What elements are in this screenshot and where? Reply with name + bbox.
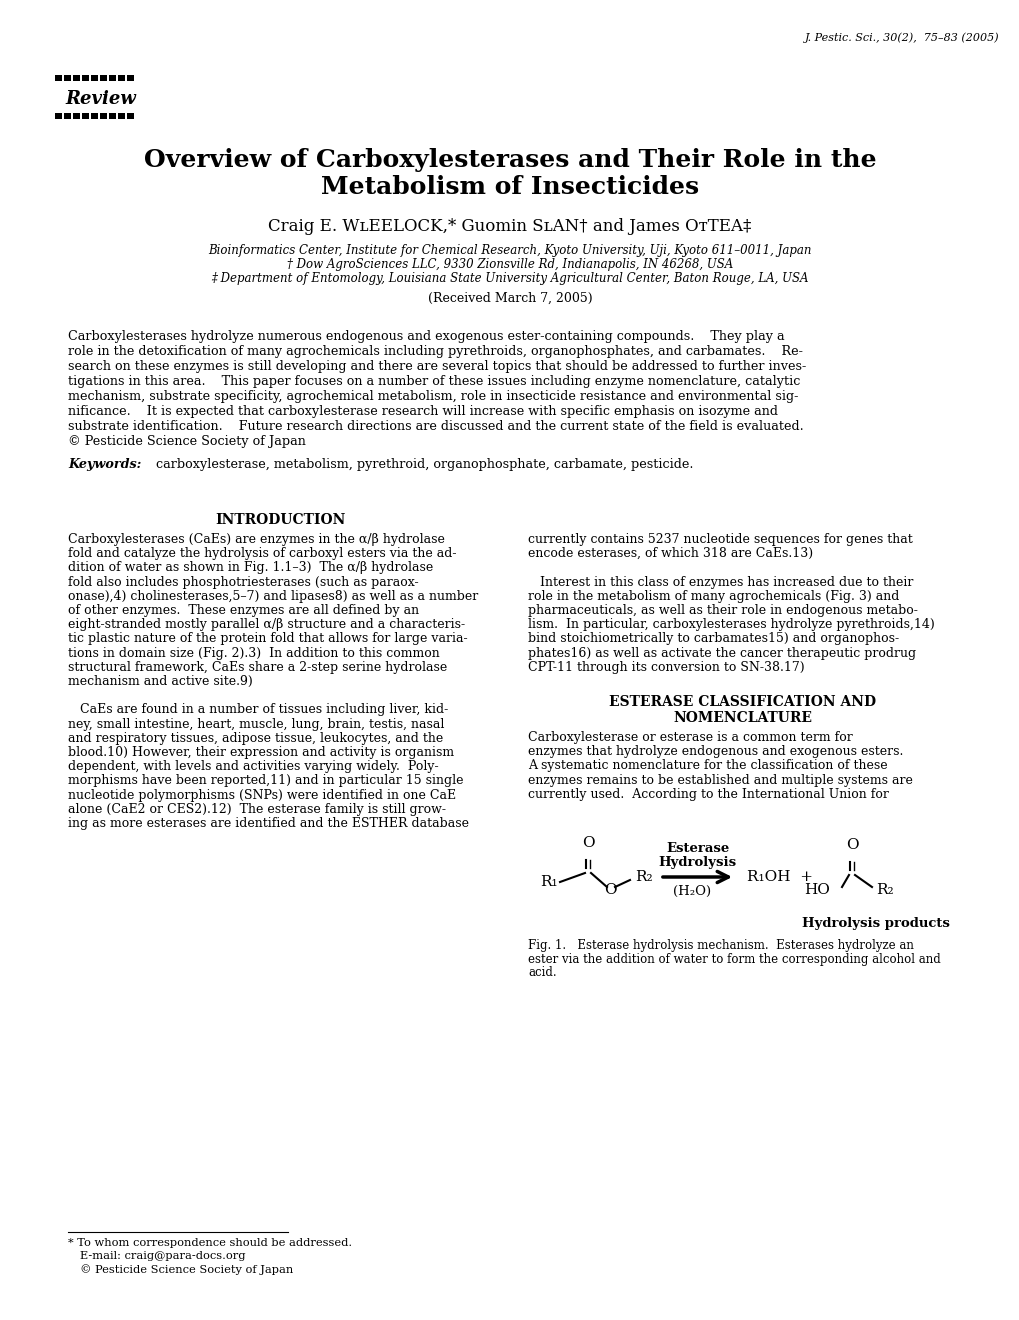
Text: J. Pestic. Sci., 30(2),  75–83 (2005): J. Pestic. Sci., 30(2), 75–83 (2005): [805, 32, 999, 42]
Bar: [73, 114, 79, 119]
Bar: [64, 75, 71, 81]
Bar: [100, 114, 107, 119]
Text: enzymes remains to be established and multiple systems are: enzymes remains to be established and mu…: [528, 774, 912, 787]
Text: R₁OH  +: R₁OH +: [746, 870, 812, 884]
Text: fold also includes phosphotriesterases (such as paraox-: fold also includes phosphotriesterases (…: [68, 576, 418, 589]
Text: ney, small intestine, heart, muscle, lung, brain, testis, nasal: ney, small intestine, heart, muscle, lun…: [68, 718, 444, 730]
Bar: [82, 114, 89, 119]
Text: tigations in this area.    This paper focuses on a number of these issues includ: tigations in this area. This paper focus…: [68, 375, 800, 388]
Bar: [55, 114, 62, 119]
Text: mechanism, substrate specificity, agrochemical metabolism, role in insecticide r: mechanism, substrate specificity, agroch…: [68, 389, 798, 403]
Text: pharmaceuticals, as well as their role in endogenous metabo-: pharmaceuticals, as well as their role i…: [528, 605, 917, 616]
Text: Interest in this class of enzymes has increased due to their: Interest in this class of enzymes has in…: [528, 576, 912, 589]
Text: E-mail: craig@para-docs.org: E-mail: craig@para-docs.org: [79, 1251, 246, 1261]
Text: O: O: [603, 883, 615, 898]
Bar: [109, 114, 116, 119]
Text: mechanism and active site.9): mechanism and active site.9): [68, 675, 253, 688]
Text: eight-stranded mostly parallel α/β structure and a characteris-: eight-stranded mostly parallel α/β struc…: [68, 618, 465, 631]
Text: ing as more esterases are identified and the ESTHER database: ing as more esterases are identified and…: [68, 817, 469, 830]
Bar: [127, 75, 133, 81]
Text: R₁: R₁: [540, 875, 557, 888]
Text: ESTERASE CLASSIFICATION AND: ESTERASE CLASSIFICATION AND: [608, 696, 875, 709]
Text: CaEs are found in a number of tissues including liver, kid-: CaEs are found in a number of tissues in…: [68, 704, 447, 717]
Text: ‡ Department of Entomology, Louisiana State University Agricultural Center, Bato: ‡ Department of Entomology, Louisiana St…: [211, 272, 808, 285]
Text: dition of water as shown in Fig. 1.1–3)  The α/β hydrolase: dition of water as shown in Fig. 1.1–3) …: [68, 561, 433, 574]
Text: search on these enzymes is still developing and there are several topics that sh: search on these enzymes is still develop…: [68, 360, 805, 374]
Bar: [55, 75, 62, 81]
Text: Carboxylesterases hydrolyze numerous endogenous and exogenous ester-containing c: Carboxylesterases hydrolyze numerous end…: [68, 330, 784, 343]
Bar: [118, 114, 125, 119]
Text: role in the metabolism of many agrochemicals (Fig. 3) and: role in the metabolism of many agrochemi…: [528, 590, 899, 603]
Text: structural framework, CaEs share a 2-step serine hydrolase: structural framework, CaEs share a 2-ste…: [68, 661, 446, 673]
Bar: [109, 75, 116, 81]
Text: phates16) as well as activate the cancer therapeutic prodrug: phates16) as well as activate the cancer…: [528, 647, 915, 660]
Text: acid.: acid.: [528, 966, 556, 979]
Text: A systematic nomenclature for the classification of these: A systematic nomenclature for the classi…: [528, 759, 887, 772]
Text: O: O: [581, 836, 594, 850]
Text: bind stoichiometrically to carbamates15) and organophos-: bind stoichiometrically to carbamates15)…: [528, 632, 898, 645]
Bar: [127, 114, 133, 119]
Text: Fig. 1.   Esterase hydrolysis mechanism.  Esterases hydrolyze an: Fig. 1. Esterase hydrolysis mechanism. E…: [528, 939, 913, 952]
Text: R₂: R₂: [875, 883, 893, 898]
Text: Overview of Carboxylesterases and Their Role in the: Overview of Carboxylesterases and Their …: [144, 148, 875, 172]
Text: Review: Review: [65, 90, 136, 108]
Bar: [118, 75, 125, 81]
Text: blood.10) However, their expression and activity is organism: blood.10) However, their expression and …: [68, 746, 453, 759]
Text: onase),4) cholinesterases,5–7) and lipases8) as well as a number: onase),4) cholinesterases,5–7) and lipas…: [68, 590, 478, 603]
Text: alone (CaE2 or CES2).12)  The esterase family is still grow-: alone (CaE2 or CES2).12) The esterase fa…: [68, 803, 445, 816]
Text: fold and catalyze the hydrolysis of carboxyl esters via the ad-: fold and catalyze the hydrolysis of carb…: [68, 548, 457, 560]
Text: nificance.    It is expected that carboxylesterase research will increase with s: nificance. It is expected that carboxyle…: [68, 405, 777, 418]
Text: † Dow AgroSciences LLC, 9330 Zionsville Rd, Indianapolis, IN 46268, USA: † Dow AgroSciences LLC, 9330 Zionsville …: [286, 257, 733, 271]
Text: role in the detoxification of many agrochemicals including pyrethroids, organoph: role in the detoxification of many agroc…: [68, 345, 802, 358]
Text: tions in domain size (Fig. 2).3)  In addition to this common: tions in domain size (Fig. 2).3) In addi…: [68, 647, 439, 660]
Text: CPT-11 through its conversion to SN-38.17): CPT-11 through its conversion to SN-38.1…: [528, 661, 804, 673]
Text: Esterase: Esterase: [665, 842, 729, 855]
Text: dependent, with levels and activities varying widely.  Poly-: dependent, with levels and activities va…: [68, 760, 438, 774]
Text: currently contains 5237 nucleotide sequences for genes that: currently contains 5237 nucleotide seque…: [528, 533, 912, 546]
Text: ester via the addition of water to form the corresponding alcohol and: ester via the addition of water to form …: [528, 953, 940, 965]
Bar: [82, 75, 89, 81]
Text: nucleotide polymorphisms (SNPs) were identified in one CaE: nucleotide polymorphisms (SNPs) were ide…: [68, 788, 455, 801]
Text: INTRODUCTION: INTRODUCTION: [215, 513, 344, 527]
Text: enzymes that hydrolyze endogenous and exogenous esters.: enzymes that hydrolyze endogenous and ex…: [528, 746, 903, 758]
Text: (Received March 7, 2005): (Received March 7, 2005): [427, 292, 592, 305]
Text: Metabolism of Insecticides: Metabolism of Insecticides: [321, 176, 698, 199]
Bar: [73, 75, 79, 81]
Text: © Pesticide Science Society of Japan: © Pesticide Science Society of Japan: [68, 436, 306, 447]
Text: O: O: [845, 838, 857, 851]
Text: Hydrolysis: Hydrolysis: [658, 855, 736, 869]
Text: morphisms have been reported,11) and in particular 15 single: morphisms have been reported,11) and in …: [68, 775, 463, 788]
Text: HO: HO: [803, 883, 829, 898]
Text: © Pesticide Science Society of Japan: © Pesticide Science Society of Japan: [79, 1265, 293, 1275]
Text: Carboxylesterases (CaEs) are enzymes in the α/β hydrolase: Carboxylesterases (CaEs) are enzymes in …: [68, 533, 444, 546]
Bar: [100, 75, 107, 81]
Text: NOMENCLATURE: NOMENCLATURE: [673, 711, 812, 725]
Text: tic plastic nature of the protein fold that allows for large varia-: tic plastic nature of the protein fold t…: [68, 632, 467, 645]
Text: Craig E. WʟEELOCK,* Guomin SʟAN† and James OᴛTEA‡: Craig E. WʟEELOCK,* Guomin SʟAN† and Jam…: [268, 218, 751, 235]
Bar: [91, 114, 98, 119]
Text: (H₂O): (H₂O): [673, 884, 711, 898]
Bar: [64, 114, 71, 119]
Bar: [91, 75, 98, 81]
Text: R₂: R₂: [635, 870, 652, 884]
Text: Bioinformatics Center, Institute for Chemical Research, Kyoto University, Uji, K: Bioinformatics Center, Institute for Che…: [208, 244, 811, 257]
Text: currently used.  According to the International Union for: currently used. According to the Interna…: [528, 788, 888, 801]
Text: of other enzymes.  These enzymes are all defined by an: of other enzymes. These enzymes are all …: [68, 605, 419, 616]
Text: encode esterases, of which 318 are CaEs.13): encode esterases, of which 318 are CaEs.…: [528, 548, 812, 560]
Text: Hydrolysis products: Hydrolysis products: [801, 917, 949, 931]
Text: substrate identification.    Future research directions are discussed and the cu: substrate identification. Future researc…: [68, 420, 803, 433]
Text: lism.  In particular, carboxylesterases hydrolyze pyrethroids,14): lism. In particular, carboxylesterases h…: [528, 618, 933, 631]
Text: * To whom correspondence should be addressed.: * To whom correspondence should be addre…: [68, 1238, 352, 1247]
Text: carboxylesterase, metabolism, pyrethroid, organophosphate, carbamate, pesticide.: carboxylesterase, metabolism, pyrethroid…: [140, 458, 693, 471]
Text: Carboxylesterase or esterase is a common term for: Carboxylesterase or esterase is a common…: [528, 731, 852, 744]
Text: Keywords:: Keywords:: [68, 458, 142, 471]
Text: and respiratory tissues, adipose tissue, leukocytes, and the: and respiratory tissues, adipose tissue,…: [68, 731, 443, 744]
